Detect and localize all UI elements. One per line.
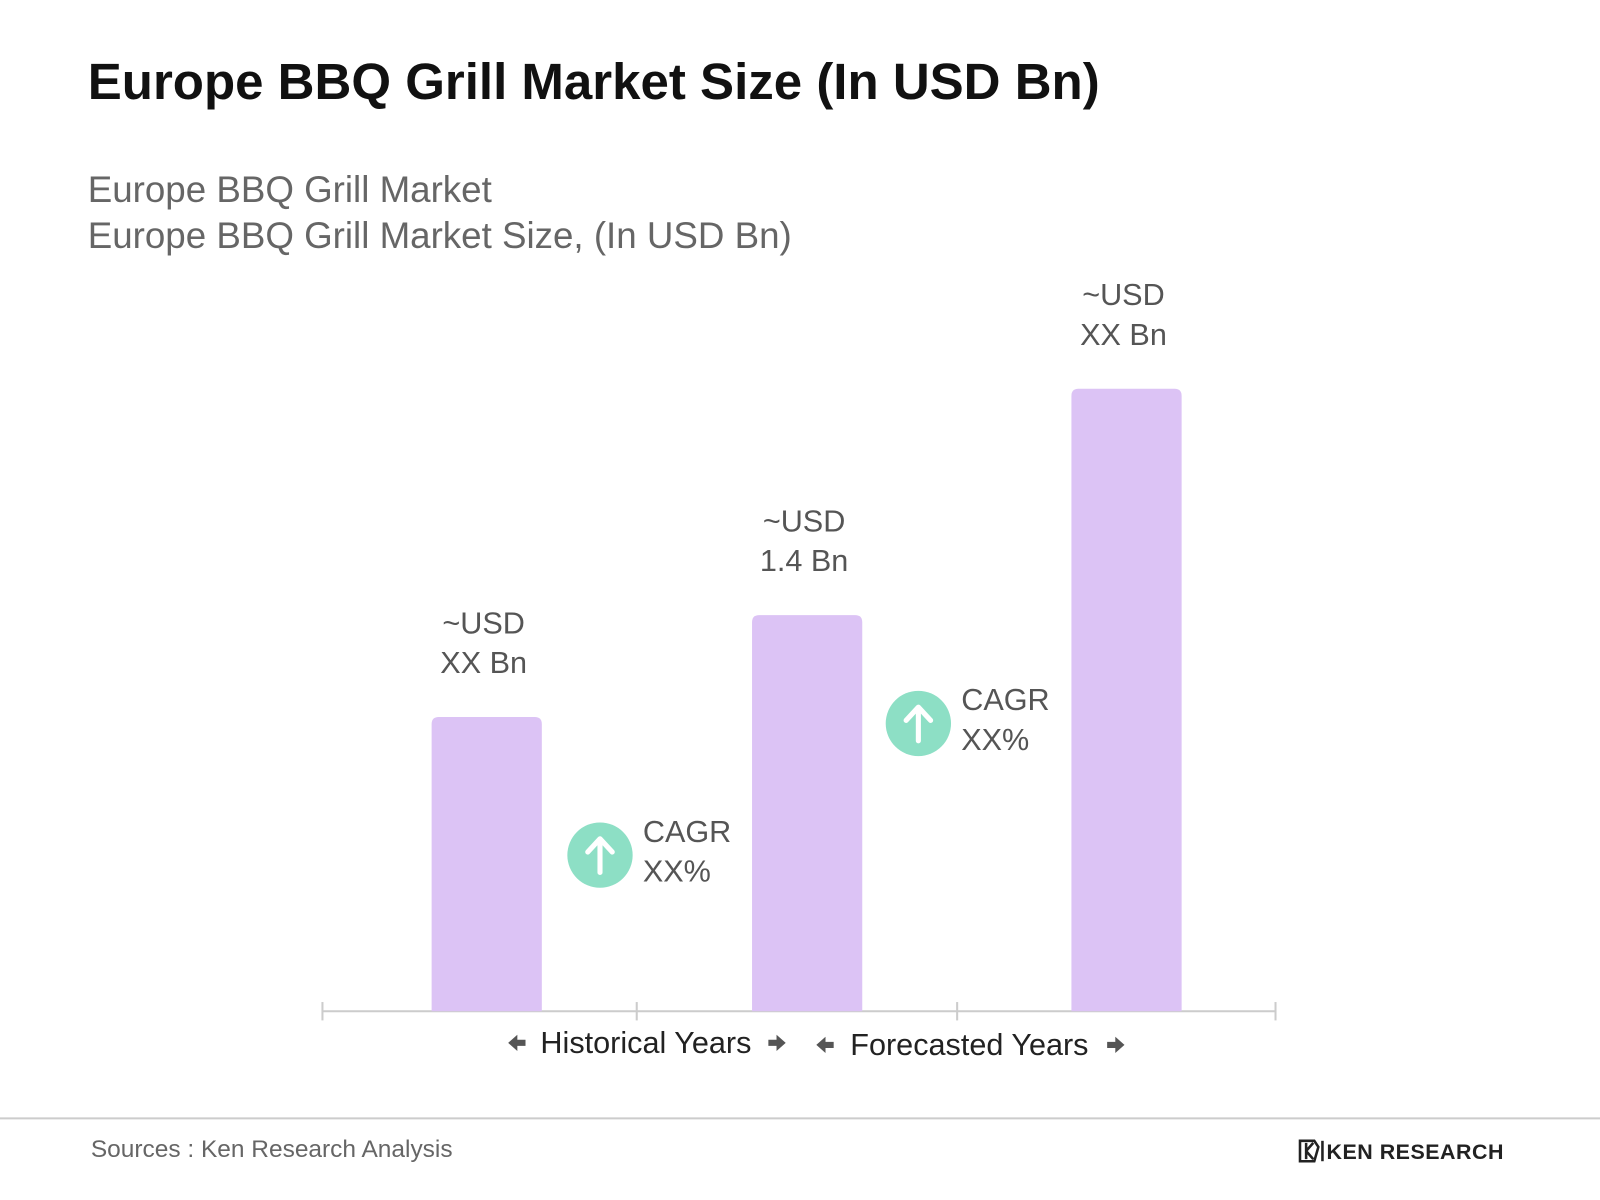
value-label: XX Bn <box>440 646 527 680</box>
source: Sources : Ken Research Analysis <box>91 1136 453 1163</box>
value-label: ~USD <box>763 504 846 538</box>
cagr-arrow <box>585 836 615 875</box>
cagr-label: XX% <box>961 723 1029 757</box>
period-label: Historical Years <box>540 1026 751 1060</box>
cagr-label: CAGR <box>961 683 1049 717</box>
period-arrows <box>508 1034 1125 1054</box>
cagr-label: XX% <box>643 855 711 889</box>
value-label: XX Bn <box>1080 318 1167 352</box>
chart-title: Europe BBQ Grill Market Size (In USD Bn) <box>88 53 1100 110</box>
value-label: ~USD <box>442 606 525 640</box>
subtitle: Europe BBQ Grill Market <box>88 169 492 210</box>
logo-icon <box>1298 1139 1324 1163</box>
subtitle: Europe BBQ Grill Market Size, (In USD Bn… <box>88 215 792 256</box>
bar <box>1071 388 1182 1012</box>
value-label: ~USD <box>1082 278 1165 312</box>
logo: KEN RESEARCH <box>1327 1140 1504 1164</box>
cagr-label: CAGR <box>643 815 731 849</box>
cagr-arrow <box>903 704 934 744</box>
bar <box>431 716 542 1012</box>
bar <box>752 615 863 1012</box>
axis-dividers <box>321 1002 1277 1021</box>
period-label: Forecasted Years <box>850 1028 1088 1062</box>
value-label: 1.4 Bn <box>760 544 848 578</box>
